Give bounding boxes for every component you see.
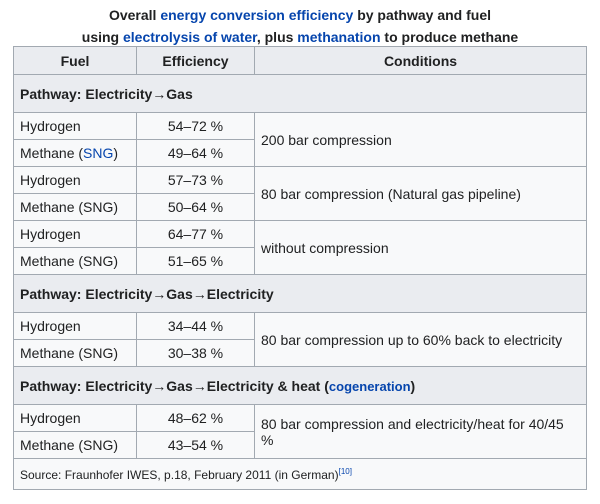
- fuel-cell: Hydrogen: [13, 220, 137, 248]
- electrolysis-of-water-link[interactable]: electrolysis of water: [123, 29, 257, 45]
- efficiency-table: Fuel Efficiency Conditions Pathway: Elec…: [13, 46, 587, 490]
- fuel-cell: Methane (SNG): [13, 247, 137, 275]
- fuel-cell: Hydrogen: [13, 166, 137, 194]
- efficiency-cell: 57–73 %: [136, 166, 255, 194]
- efficiency-column-header: Efficiency: [136, 46, 255, 75]
- table-row: Methane (SNG) 50–64 %: [13, 193, 587, 221]
- cogeneration-link[interactable]: cogeneration: [328, 378, 411, 394]
- caption-text: by pathway and fuel: [353, 7, 492, 23]
- table-row: Hydrogen 64–77 % without compression: [13, 220, 587, 275]
- efficiency-cell: 54–72 %: [136, 112, 255, 140]
- caption-text: Overall: [108, 7, 161, 23]
- conditions-column-header: Conditions: [254, 46, 587, 75]
- fuel-cell: Hydrogen: [13, 112, 137, 140]
- table-row: Hydrogen 57–73 % 80 bar compression (Natur…: [13, 166, 587, 221]
- caption-line-1: Overall energy conversion efficiency by …: [0, 4, 600, 26]
- conditions-cell: without compression: [254, 220, 587, 275]
- fuel-cell: Hydrogen: [13, 404, 137, 432]
- table-row: Methane (SNG) 49–64 %: [13, 139, 587, 167]
- efficiency-cell: 49–64 %: [136, 139, 255, 167]
- table-body: Pathway: Electricity→Gas Hydrogen 54–72 % 2…: [13, 74, 587, 459]
- caption-text: using: [81, 29, 123, 45]
- fuel-cell: Hydrogen: [13, 312, 137, 340]
- caption-text: , plus: [256, 29, 298, 45]
- fuel-column-header: Fuel: [13, 46, 137, 75]
- table-row: Hydrogen 48–62 % 80 bar compression and el…: [13, 404, 587, 459]
- source-text: Source: Fraunhofer IWES, p.18, February …: [20, 467, 339, 482]
- pathway-title: Pathway: Electricity→Gas: [13, 74, 587, 113]
- pathway-title: Pathway: Electricity→Gas→Electricity: [13, 274, 587, 313]
- conditions-cell: 200 bar compression: [254, 112, 587, 167]
- pathway-row: Pathway: Electricity→Gas: [13, 74, 587, 113]
- pathway-title-text: Pathway: Electricity→Gas→Electricity & h…: [20, 377, 321, 394]
- conditions-cell: 80 bar compression and electricity/heat …: [254, 404, 587, 459]
- table-row: Methane (SNG) 51–65 %: [13, 247, 587, 275]
- fuel-cell: Methane (SNG): [13, 193, 137, 221]
- source-cell: Source: Fraunhofer IWES, p.18, February …: [13, 458, 587, 490]
- efficiency-cell: 43–54 %: [136, 431, 255, 459]
- pathway-title-text: Pathway: Electricity→Gas→Electricity: [20, 285, 274, 302]
- fuel-cell: Methane (SNG): [13, 431, 137, 459]
- efficiency-cell: 30–38 %: [136, 339, 255, 367]
- pathway-row: Pathway: Electricity→Gas→Electricity: [13, 274, 587, 313]
- pathway-title-text: Pathway: Electricity→Gas: [20, 85, 193, 102]
- table-row: Methane (SNG) 43–54 %: [13, 431, 587, 459]
- reference-link[interactable]: [10]: [338, 466, 352, 476]
- caption-text: to produce methane: [380, 29, 519, 45]
- fuel-cell: Methane (SNG): [13, 339, 137, 367]
- efficiency-cell: 64–77 %: [136, 220, 255, 248]
- methanation-link[interactable]: methanation: [297, 29, 381, 45]
- efficiency-cell: 48–62 %: [136, 404, 255, 432]
- fuel-cell: Methane (SNG): [13, 139, 137, 167]
- energy-conversion-efficiency-link[interactable]: energy conversion efficiency: [160, 7, 354, 23]
- efficiency-cell: 50–64 %: [136, 193, 255, 221]
- conditions-cell: 80 bar compression (Natural gas pipeline…: [254, 166, 587, 221]
- conditions-cell: 80 bar compression up to 60% back to ele…: [254, 312, 587, 367]
- table-row: Hydrogen 34–44 % 80 bar compression up to …: [13, 312, 587, 367]
- table-row: Hydrogen 54–72 % 200 bar compression: [13, 112, 587, 167]
- efficiency-cell: 51–65 %: [136, 247, 255, 275]
- caption-line-2: using electrolysis of water, plus methan…: [0, 26, 600, 48]
- table-caption: Overall energy conversion efficiency by …: [0, 4, 600, 48]
- header-row: Fuel Efficiency Conditions: [13, 46, 587, 75]
- pathway-row: Pathway: Electricity→Gas→Electricity & h…: [13, 366, 587, 405]
- efficiency-cell: 34–44 %: [136, 312, 255, 340]
- pathway-title: Pathway: Electricity→Gas→Electricity & h…: [13, 366, 587, 405]
- sng-link[interactable]: SNG: [83, 145, 114, 161]
- source-row: Source: Fraunhofer IWES, p.18, February …: [13, 458, 587, 490]
